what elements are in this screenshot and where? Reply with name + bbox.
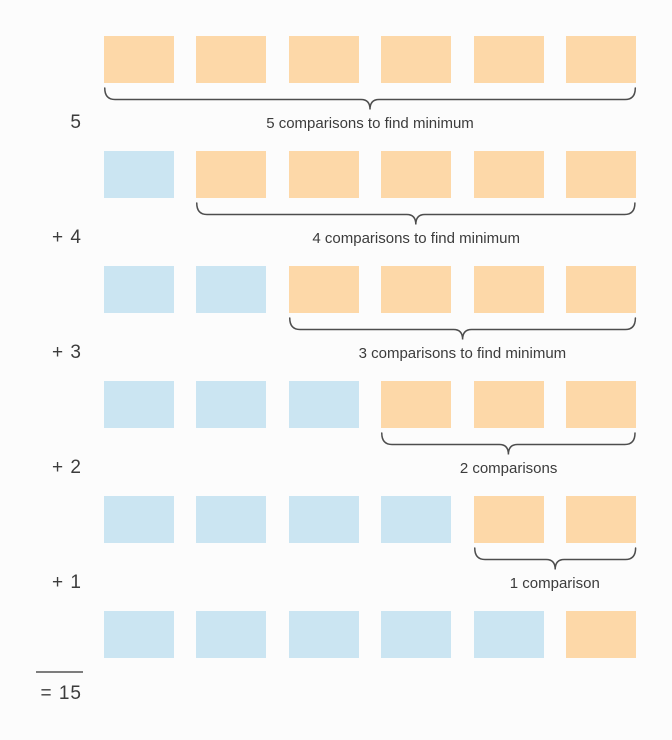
array-cell-unsorted bbox=[381, 266, 452, 313]
array-cell-sorted bbox=[196, 266, 267, 313]
array-cell-unsorted bbox=[196, 36, 267, 83]
underbrace bbox=[196, 202, 637, 225]
array-cell-unsorted bbox=[104, 36, 174, 83]
array-cell-sorted bbox=[196, 496, 267, 543]
underbrace-path bbox=[288, 317, 636, 340]
array-cell-sorted bbox=[196, 611, 267, 658]
array-cell-unsorted bbox=[288, 151, 359, 198]
array-cell-unsorted bbox=[288, 266, 359, 313]
array-cell-unsorted bbox=[566, 381, 636, 428]
array-cell-sorted bbox=[104, 151, 174, 198]
array-cell-sorted bbox=[104, 266, 174, 313]
addend-label: + 1 bbox=[52, 572, 82, 593]
comparisons-label: 3 comparisons to find minimum bbox=[358, 345, 567, 362]
underbrace-path bbox=[473, 547, 636, 570]
underbrace bbox=[288, 317, 636, 340]
addend-label: + 4 bbox=[52, 227, 82, 248]
array-cell-sorted bbox=[104, 611, 174, 658]
array-cell-unsorted bbox=[566, 151, 636, 198]
array-cell-unsorted bbox=[196, 151, 267, 198]
comparisons-label: 2 comparisons bbox=[459, 460, 558, 477]
underbrace bbox=[104, 87, 637, 110]
underbrace bbox=[473, 547, 636, 570]
array-cell-sorted bbox=[196, 381, 267, 428]
array-cell-unsorted bbox=[566, 611, 636, 658]
array-cell-unsorted bbox=[566, 496, 636, 543]
array-cell-unsorted bbox=[288, 36, 359, 83]
comparisons-label: 1 comparison bbox=[509, 575, 600, 592]
array-cell-unsorted bbox=[381, 36, 452, 83]
addend-label: + 3 bbox=[52, 342, 82, 363]
comparisons-label: 5 comparisons to find minimum bbox=[266, 115, 474, 132]
addend-label: + 2 bbox=[52, 457, 82, 478]
array-cell-sorted bbox=[288, 496, 359, 543]
comparisons-label: 4 comparisons to find minimum bbox=[312, 230, 520, 247]
array-cell-sorted bbox=[104, 381, 174, 428]
array-cell-unsorted bbox=[473, 36, 544, 83]
array-cell-unsorted bbox=[473, 266, 544, 313]
array-cell-unsorted bbox=[381, 151, 452, 198]
array-cell-sorted bbox=[288, 381, 359, 428]
underbrace-path bbox=[196, 202, 637, 225]
underbrace bbox=[381, 432, 636, 455]
array-cell-sorted bbox=[104, 496, 174, 543]
array-cell-sorted bbox=[381, 496, 452, 543]
array-cell-sorted bbox=[288, 611, 359, 658]
array-cell-unsorted bbox=[473, 151, 544, 198]
total-label: = 15 bbox=[40, 683, 82, 704]
array-cell-sorted bbox=[381, 611, 452, 658]
array-cell-unsorted bbox=[566, 36, 636, 83]
underbrace-path bbox=[104, 87, 637, 110]
sum-line bbox=[36, 671, 83, 673]
addend-label: 5 bbox=[70, 112, 82, 133]
array-cell-unsorted bbox=[473, 496, 544, 543]
array-cell-sorted bbox=[473, 611, 544, 658]
array-cell-unsorted bbox=[473, 381, 544, 428]
underbrace-path bbox=[381, 432, 636, 455]
array-cell-unsorted bbox=[566, 266, 636, 313]
array-cell-unsorted bbox=[381, 381, 452, 428]
